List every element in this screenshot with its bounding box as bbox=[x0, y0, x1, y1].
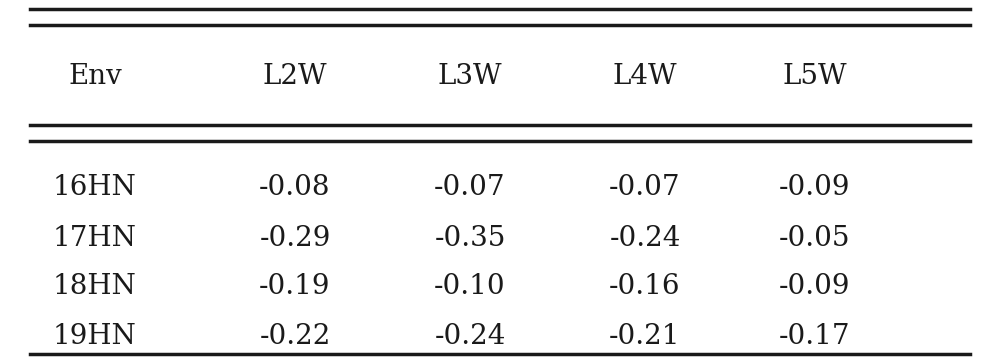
Text: L2W: L2W bbox=[263, 63, 327, 91]
Text: -0.17: -0.17 bbox=[779, 323, 851, 350]
Text: -0.07: -0.07 bbox=[434, 174, 506, 202]
Text: 17HN: 17HN bbox=[53, 224, 137, 252]
Text: -0.09: -0.09 bbox=[779, 174, 851, 202]
Text: -0.35: -0.35 bbox=[434, 224, 506, 252]
Text: 16HN: 16HN bbox=[53, 174, 137, 202]
Text: -0.10: -0.10 bbox=[434, 273, 506, 300]
Text: -0.05: -0.05 bbox=[779, 224, 851, 252]
Text: -0.29: -0.29 bbox=[259, 224, 331, 252]
Text: -0.24: -0.24 bbox=[434, 323, 506, 350]
Text: L5W: L5W bbox=[783, 63, 847, 91]
Text: Env: Env bbox=[68, 63, 122, 91]
Text: L4W: L4W bbox=[613, 63, 677, 91]
Text: -0.09: -0.09 bbox=[779, 273, 851, 300]
Text: -0.08: -0.08 bbox=[259, 174, 331, 202]
Text: -0.21: -0.21 bbox=[609, 323, 681, 350]
Text: -0.07: -0.07 bbox=[609, 174, 681, 202]
Text: L3W: L3W bbox=[438, 63, 502, 91]
Text: -0.22: -0.22 bbox=[259, 323, 331, 350]
Text: -0.24: -0.24 bbox=[609, 224, 681, 252]
Text: 18HN: 18HN bbox=[53, 273, 137, 300]
Text: -0.19: -0.19 bbox=[259, 273, 331, 300]
Text: -0.16: -0.16 bbox=[609, 273, 681, 300]
Text: 19HN: 19HN bbox=[53, 323, 137, 350]
